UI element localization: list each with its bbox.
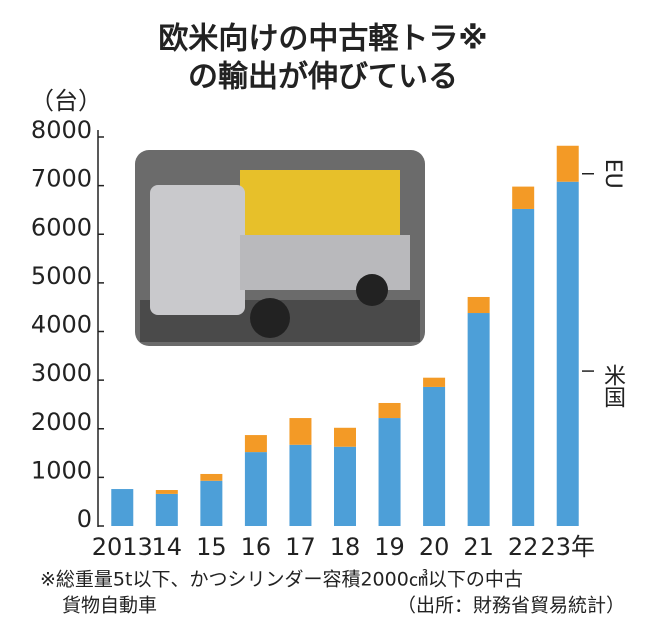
y-tick-label: 8000 (31, 116, 92, 144)
bar-segment (200, 473, 223, 481)
y-tick-label: 5000 (31, 262, 92, 290)
bar-segment (155, 490, 178, 494)
photo (135, 150, 425, 346)
y-tick-label: 3000 (31, 359, 92, 387)
y-tick-label: 0 (77, 505, 92, 533)
x-tick-label: 22 (508, 533, 539, 561)
footnote: ※総重量5t以下、かつシリンダー容積2000㎤以下の中古 (40, 569, 523, 591)
bar-segment (289, 418, 312, 445)
x-tick-label: 2013 (92, 533, 153, 561)
bar-segment (378, 418, 401, 526)
x-tick-label: 20 (419, 533, 450, 561)
bar-segment (334, 427, 356, 447)
chart-title: の輸出が伸びている (188, 60, 458, 95)
bar-segment (512, 186, 535, 209)
bar-segment (155, 493, 178, 526)
y-tick-label: 7000 (31, 165, 92, 193)
bar-segment (289, 444, 312, 526)
x-tick-label: 21 (463, 533, 494, 561)
x-tick-label: 15 (196, 533, 227, 561)
source: （出所：財務省貿易統計） (397, 595, 625, 617)
y-tick-label: 6000 (31, 213, 92, 241)
legend-label: 米国 (600, 364, 626, 408)
x-tick-label: 16 (241, 533, 272, 561)
bar-segment (556, 145, 579, 182)
bar-segment (423, 386, 446, 526)
y-tick-label: 2000 (31, 408, 92, 436)
bar-segment (512, 208, 535, 526)
x-tick-label: 18 (330, 533, 361, 561)
y-tick-label: 1000 (31, 456, 92, 484)
bar-segment (200, 480, 223, 526)
bar-segment (244, 452, 267, 526)
bar-segment (244, 435, 267, 453)
bar-segment (556, 181, 579, 527)
legend-label: EU (600, 159, 625, 189)
chart-title: 欧米向けの中古軽トラ※ (158, 22, 487, 57)
x-tick-label: 17 (285, 533, 316, 561)
footnote: 貨物自動車 (62, 595, 157, 617)
bar-segment (467, 296, 490, 314)
bar-segment (423, 377, 446, 387)
bar-segment (334, 446, 356, 526)
y-tick-label: 4000 (31, 311, 92, 339)
bar-segment (378, 402, 401, 419)
y-axis-label: （台） (30, 87, 102, 115)
bar-segment (111, 489, 134, 526)
x-tick-label: 19 (374, 533, 405, 561)
x-tick-label: 23年 (540, 533, 595, 561)
bar-segment (467, 313, 490, 526)
x-tick-label: 14 (152, 533, 183, 561)
